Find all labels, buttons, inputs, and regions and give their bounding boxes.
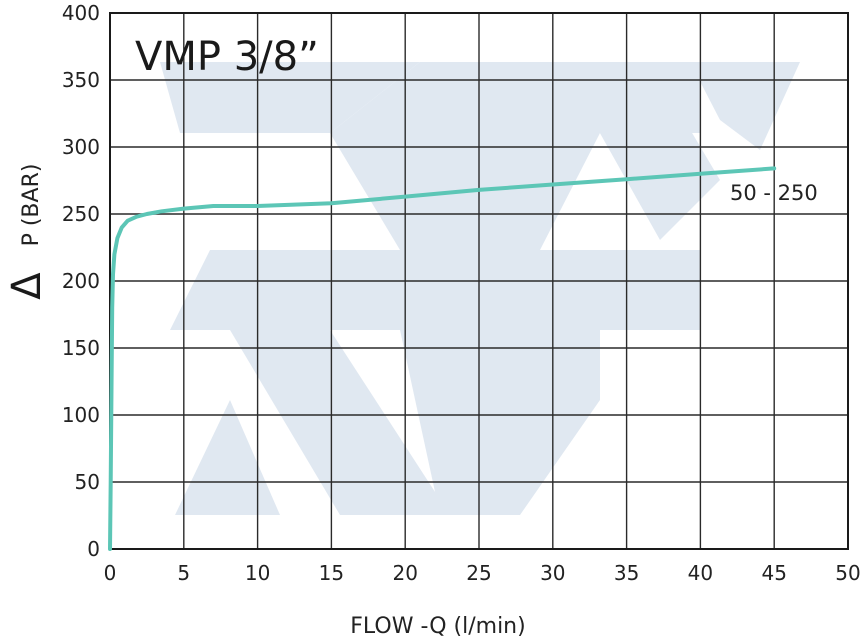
y-axis-ticks: 0 50 100 150 200 250 300 350 400: [62, 1, 100, 561]
x-tick-label: 10: [245, 561, 270, 585]
x-tick-label: 35: [614, 561, 639, 585]
y-tick-label: 50: [75, 470, 100, 494]
series-line: [108, 166, 777, 551]
y-tick-label: 350: [62, 68, 100, 92]
series-label: 50 - 250: [730, 181, 818, 205]
grid: [109, 12, 849, 550]
x-axis-label: FLOW -Q (l/min): [350, 614, 525, 639]
x-tick-label: 40: [688, 561, 713, 585]
y-tick-label: 200: [62, 269, 100, 293]
y-tick-label: 0: [87, 537, 100, 561]
x-tick-label: 30: [540, 561, 565, 585]
y-tick-label: 100: [62, 403, 100, 427]
y-tick-label: 400: [62, 1, 100, 25]
y-tick-label: 300: [62, 135, 100, 159]
watermark-logo: [160, 62, 800, 515]
x-tick-label: 50: [835, 561, 860, 585]
x-tick-label: 5: [177, 561, 190, 585]
y-axis-label-text: P (BAR): [19, 164, 44, 247]
x-axis-ticks: 0 5 10 15 20 25 30 35 40 45 50: [104, 561, 861, 585]
x-tick-label: 20: [392, 561, 417, 585]
x-tick-label: 45: [761, 561, 786, 585]
plot-frame: [109, 12, 849, 550]
x-tick-label: 15: [319, 561, 344, 585]
chart-title: VMP 3/8”: [135, 34, 319, 80]
x-tick-label: 0: [104, 561, 117, 585]
x-tick-label: 25: [466, 561, 491, 585]
y-axis-label: Δ P (BAR): [4, 164, 50, 300]
y-tick-label: 150: [62, 336, 100, 360]
series-layer: [108, 166, 777, 551]
y-axis-label-symbol: Δ: [4, 272, 50, 300]
y-tick-label: 250: [62, 202, 100, 226]
